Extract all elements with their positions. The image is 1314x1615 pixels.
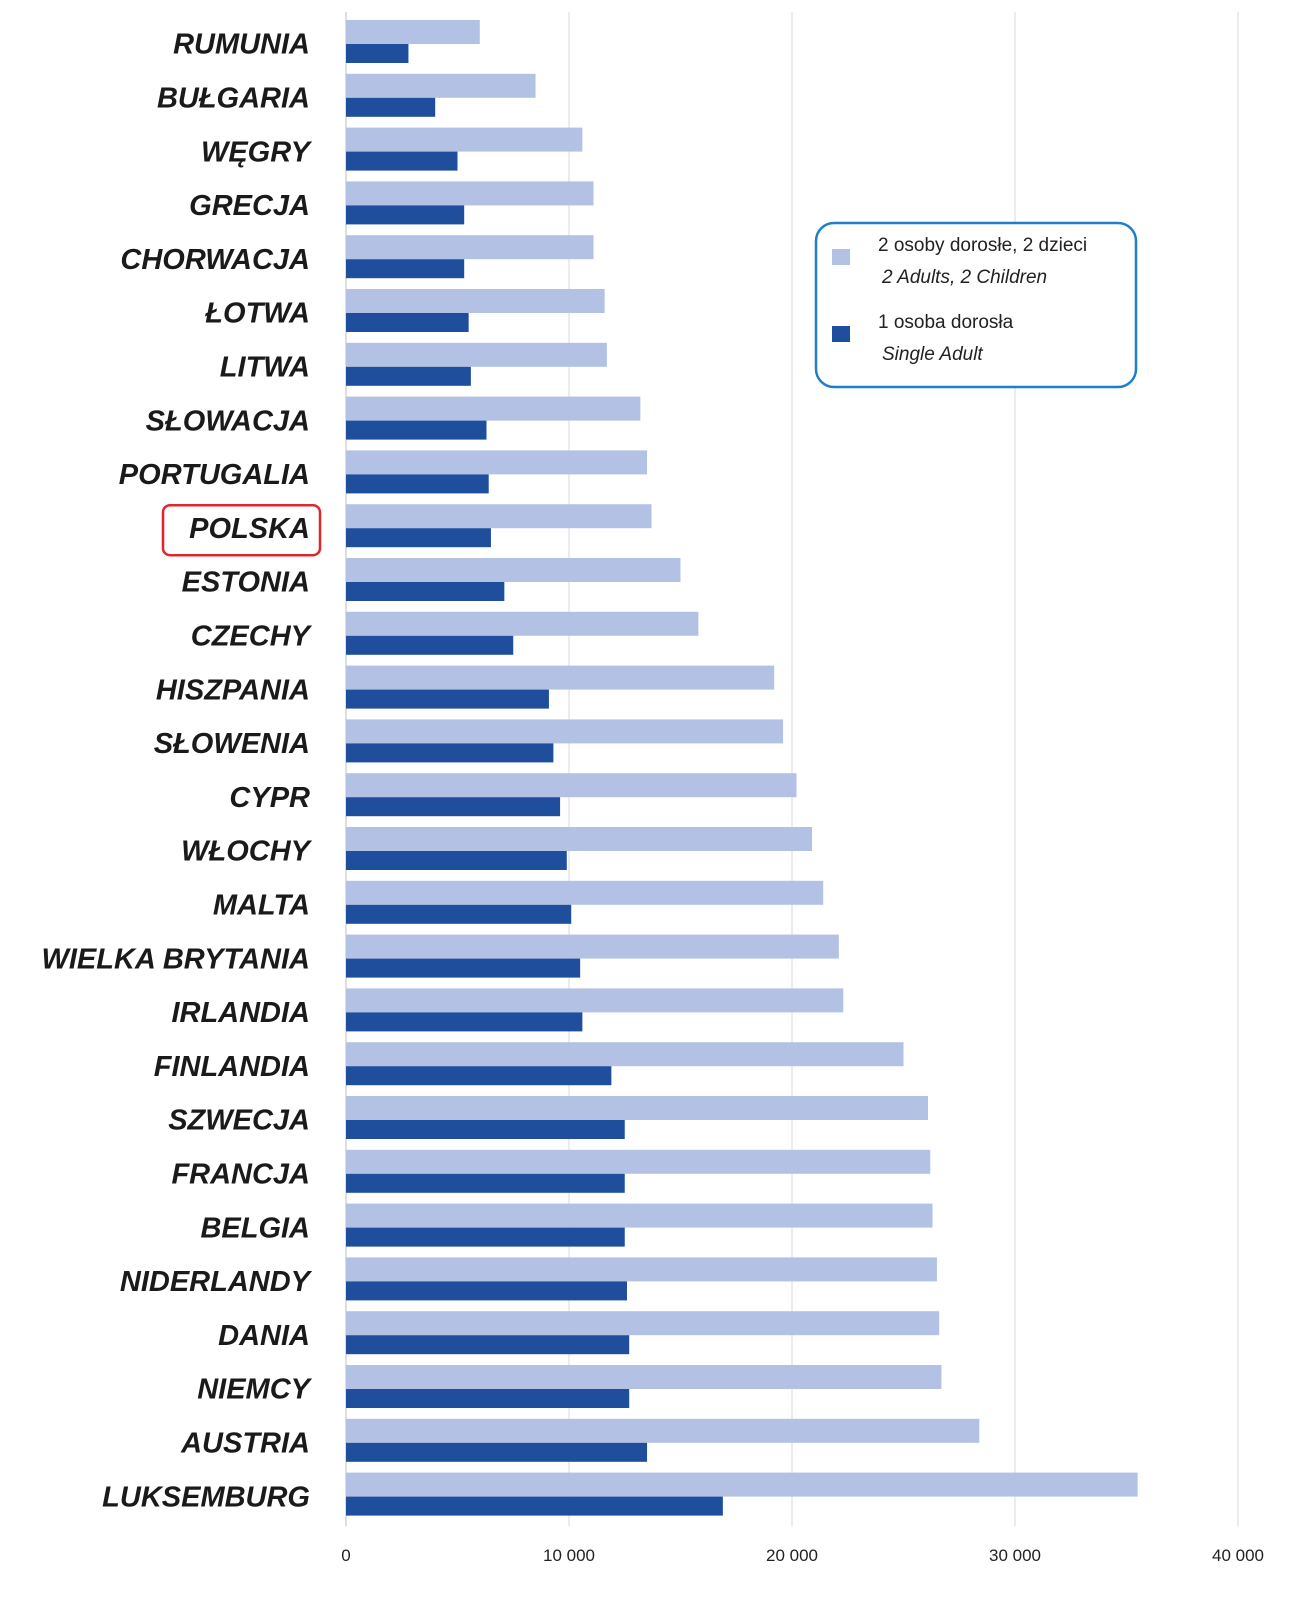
bar — [346, 558, 681, 582]
legend-label-en: Single Adult — [882, 344, 983, 365]
bar — [346, 1042, 904, 1067]
category-label: BELGIA — [200, 1212, 310, 1244]
bar — [346, 504, 652, 529]
category-label: FINLANDIA — [154, 1051, 310, 1083]
category-label: CZECHY — [191, 620, 313, 652]
bar — [346, 181, 594, 206]
x-tick-label: 30 000 — [989, 1546, 1041, 1565]
bar — [346, 151, 458, 171]
category-label: AUSTRIA — [180, 1427, 310, 1459]
bar — [346, 1149, 931, 1174]
category-label: WIELKA BRYTANIA — [41, 943, 310, 975]
bar — [346, 1389, 630, 1408]
category-label: NIEMCY — [197, 1374, 312, 1406]
category-label: WĘGRY — [201, 136, 313, 168]
bar — [346, 1281, 627, 1301]
x-tick-label: 10 000 — [543, 1546, 595, 1565]
legend-label-en: 2 Adults, 2 Children — [881, 267, 1047, 288]
bar — [346, 342, 607, 367]
bar — [346, 797, 561, 817]
bar — [346, 1096, 929, 1120]
legend-box — [814, 221, 1138, 389]
bar — [346, 934, 839, 959]
bar — [346, 904, 572, 924]
bar — [346, 611, 699, 636]
bar — [346, 665, 775, 690]
x-tick-label: 0 — [341, 1546, 350, 1565]
bar — [346, 1496, 723, 1516]
category-label: SŁOWENIA — [154, 728, 310, 760]
bar — [346, 635, 514, 655]
category-label: ESTONIA — [182, 567, 310, 599]
category-label: ŁOTWA — [204, 298, 310, 330]
bar — [346, 235, 594, 260]
legend-label: 2 osoby dorosłe, 2 dzieci — [878, 235, 1087, 256]
bar — [346, 1227, 625, 1247]
bar — [346, 958, 581, 978]
bar — [346, 773, 797, 798]
legend-swatch — [832, 249, 850, 265]
bar — [346, 396, 641, 421]
bar — [346, 880, 824, 905]
category-label: WŁOCHY — [181, 836, 313, 868]
category-label: SŁOWACJA — [146, 405, 310, 437]
category-label: CYPR — [229, 782, 310, 814]
category-label: NIDERLANDY — [120, 1266, 313, 1298]
bar — [346, 1311, 940, 1336]
bar — [346, 743, 554, 763]
category-label: MALTA — [213, 889, 310, 921]
category-label: LUKSEMBURG — [102, 1481, 310, 1513]
bar — [346, 988, 844, 1013]
bar — [346, 450, 648, 475]
bar — [346, 1173, 625, 1193]
legend-swatch — [832, 326, 850, 342]
category-label: GRECJA — [189, 190, 310, 222]
bar — [346, 851, 567, 870]
bar — [346, 259, 465, 279]
bar — [346, 1472, 1138, 1497]
category-label: BUŁGARIA — [157, 82, 310, 114]
bar — [346, 474, 489, 494]
category-label: DANIA — [218, 1320, 310, 1352]
bar — [346, 1418, 980, 1443]
bar — [346, 1257, 937, 1282]
bar — [346, 366, 471, 386]
x-tick-label: 40 000 — [1212, 1546, 1264, 1565]
x-tick-label: 20 000 — [766, 1546, 818, 1565]
category-label: IRLANDIA — [171, 997, 310, 1029]
category-label: FRANCJA — [171, 1158, 310, 1190]
bar — [346, 1066, 612, 1086]
category-label: LITWA — [220, 351, 310, 383]
category-label: SZWECJA — [168, 1105, 310, 1137]
bar — [346, 205, 465, 225]
bar — [346, 313, 469, 332]
bar — [346, 420, 487, 440]
bar — [346, 719, 784, 744]
bar — [346, 1442, 648, 1462]
highlight-box — [161, 503, 322, 557]
category-label: PORTUGALIA — [119, 459, 310, 491]
bar — [346, 44, 409, 63]
legend-label: 1 osoba dorosła — [878, 312, 1014, 333]
bar — [346, 1012, 583, 1032]
bar — [346, 1203, 933, 1228]
bar — [346, 1335, 630, 1355]
bar — [346, 20, 480, 44]
bar — [346, 582, 505, 601]
bar — [346, 528, 491, 548]
bar — [346, 97, 436, 117]
bar — [346, 827, 813, 851]
bar — [346, 1120, 625, 1139]
bar — [346, 73, 536, 98]
bar — [346, 127, 583, 152]
category-label: POLSKA — [189, 513, 310, 545]
category-label: RUMUNIA — [173, 29, 310, 61]
bar — [346, 289, 605, 313]
category-label: CHORWACJA — [120, 244, 310, 276]
bar — [346, 1365, 942, 1389]
category-label: HISZPANIA — [156, 674, 310, 706]
bar — [346, 689, 549, 709]
